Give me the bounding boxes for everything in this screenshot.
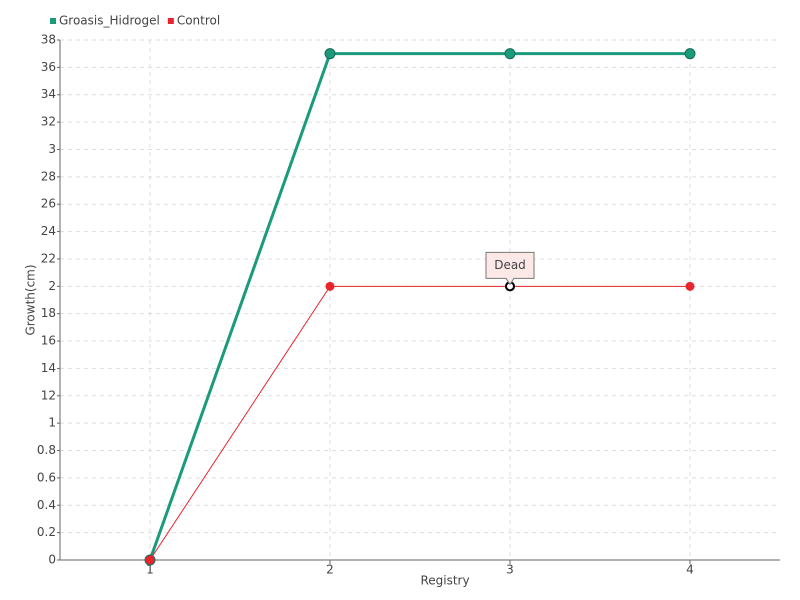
legend-label: Groasis_Hidrogel xyxy=(59,14,160,28)
y-tick-label: 0.6 xyxy=(37,470,56,484)
y-tick-label: 3 xyxy=(48,142,56,156)
y-tick-label: 34 xyxy=(41,87,56,101)
legend-swatch xyxy=(167,18,174,24)
legend-swatch xyxy=(50,18,56,24)
y-tick-label: 32 xyxy=(41,115,56,129)
data-point xyxy=(324,48,336,60)
y-tick-label: 38 xyxy=(41,33,56,47)
y-tick-label: 0.4 xyxy=(37,498,56,512)
y-tick-label: 0 xyxy=(48,553,56,567)
legend-label: Control xyxy=(177,14,220,28)
data-point xyxy=(504,48,516,60)
y-tick-label: 28 xyxy=(41,169,56,183)
y-tick-label: 0.2 xyxy=(37,525,56,539)
y-tick-label: 24 xyxy=(41,224,56,238)
x-tick-label: 3 xyxy=(506,563,514,577)
y-tick-label: 12 xyxy=(41,388,56,402)
x-axis-label: Registry xyxy=(420,574,469,588)
x-tick-label: 1 xyxy=(146,563,154,577)
y-tick-label: 22 xyxy=(41,251,56,265)
series-line xyxy=(149,285,690,561)
x-tick-label: 2 xyxy=(326,563,334,577)
y-tick-label: 18 xyxy=(41,306,56,320)
annotation-text: Dead xyxy=(494,258,526,272)
y-tick-label: 26 xyxy=(41,197,56,211)
annotation-box xyxy=(485,251,535,286)
y-tick-label: 14 xyxy=(41,361,56,375)
series-line xyxy=(148,52,690,561)
data-point xyxy=(685,281,695,291)
data-point xyxy=(684,48,696,60)
data-point xyxy=(145,555,155,565)
y-tick-label: 0.8 xyxy=(37,443,56,457)
y-tick-label: 2 xyxy=(48,279,56,293)
y-tick-label: 36 xyxy=(41,60,56,74)
y-tick-label: 16 xyxy=(41,334,56,348)
x-tick-label: 4 xyxy=(686,563,694,577)
y-axis-label: Growth(cm) xyxy=(24,264,38,335)
data-point xyxy=(325,281,335,291)
y-tick-label: 1 xyxy=(48,416,56,430)
